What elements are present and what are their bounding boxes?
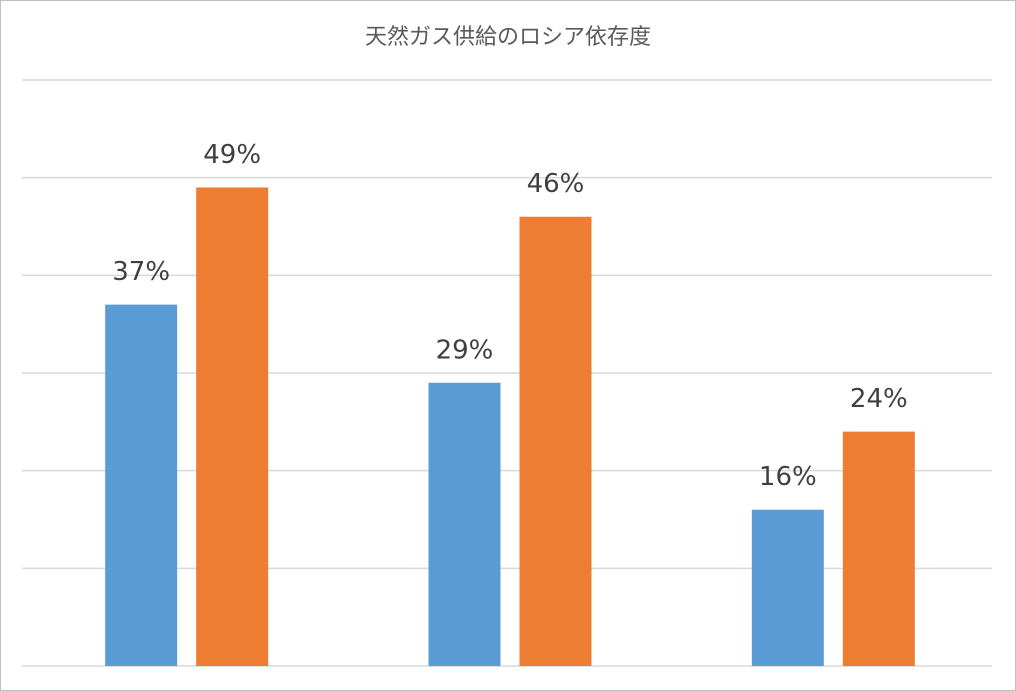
chart-title: 天然ガス供給のロシア依存度 [365, 25, 651, 50]
data-label: 49% [203, 140, 261, 170]
data-label: 24% [850, 384, 908, 414]
bar [842, 431, 915, 666]
bar [105, 304, 178, 666]
data-label: 29% [436, 335, 494, 365]
bar [196, 187, 269, 666]
bar [428, 382, 501, 666]
data-label: 16% [759, 462, 817, 492]
data-label: 37% [112, 257, 170, 287]
bar [519, 216, 592, 666]
data-label: 46% [527, 169, 585, 199]
bar [751, 509, 824, 666]
